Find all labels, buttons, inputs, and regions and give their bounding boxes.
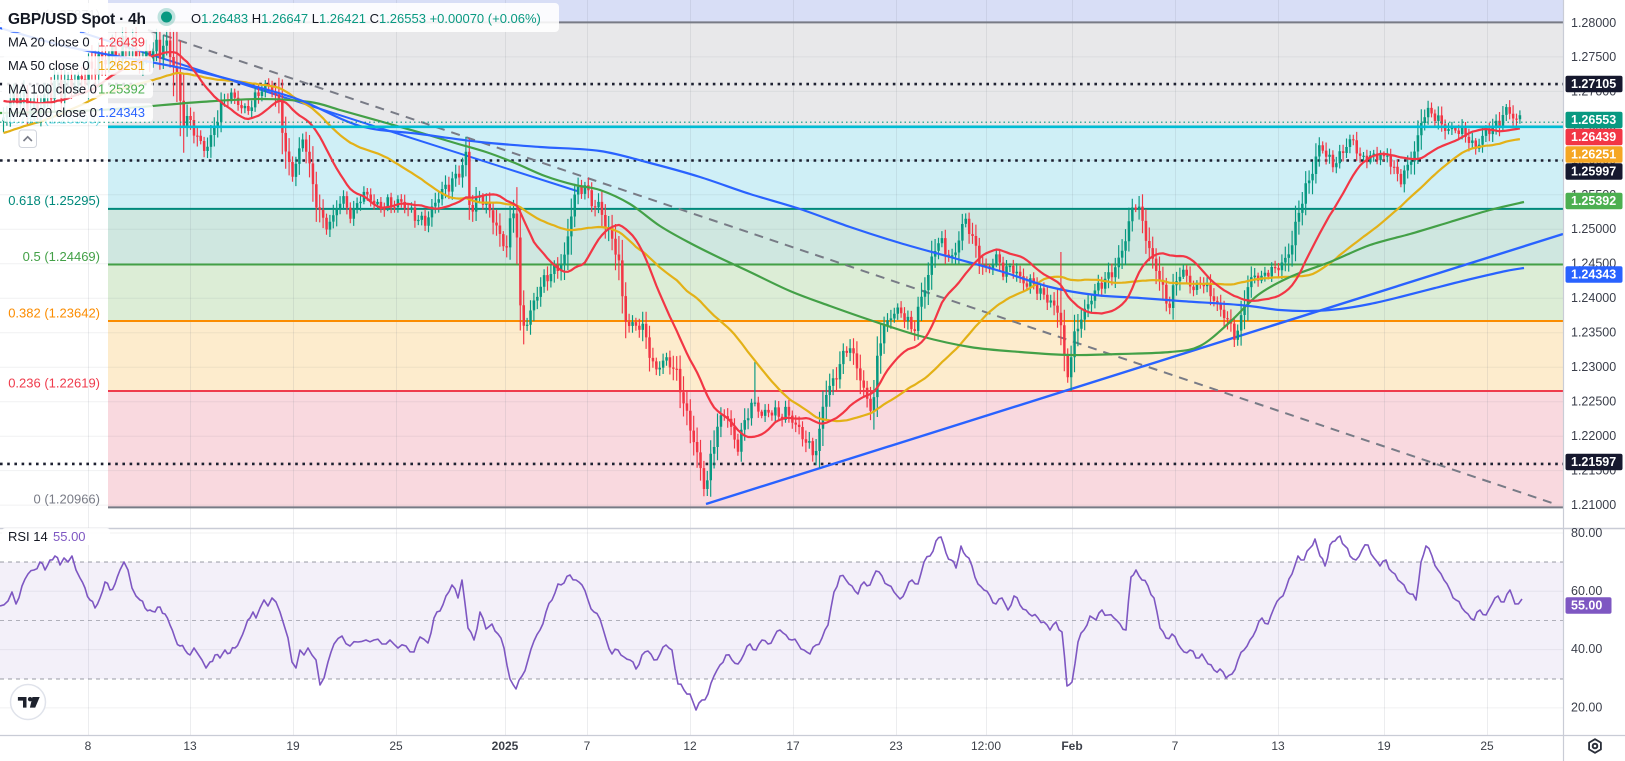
svg-text:1.22500: 1.22500	[1571, 395, 1616, 409]
svg-text:1.27105: 1.27105	[1571, 77, 1616, 91]
svg-text:MA 100 close 0: MA 100 close 0	[8, 82, 97, 97]
svg-text:MA 20 close 0: MA 20 close 0	[8, 35, 90, 50]
svg-text:0.5 (1.24469): 0.5 (1.24469)	[23, 249, 100, 264]
svg-text:25: 25	[389, 739, 403, 753]
svg-text:1.23500: 1.23500	[1571, 326, 1616, 340]
svg-text:55.00: 55.00	[1571, 599, 1602, 613]
svg-text:0.236 (1.22619): 0.236 (1.22619)	[8, 376, 100, 391]
svg-text:O1.26483 H1.26647 L1.26421: O1.26483 H1.26647 L1.26421 C1.26553 +0.0…	[191, 11, 541, 26]
svg-text:12: 12	[683, 739, 697, 753]
svg-text:RSI 14: RSI 14	[8, 529, 48, 544]
svg-text:1.24000: 1.24000	[1571, 291, 1616, 305]
svg-text:MA 50 close 0: MA 50 close 0	[8, 58, 90, 73]
svg-text:17: 17	[786, 739, 800, 753]
svg-text:1.26439: 1.26439	[1571, 130, 1616, 144]
svg-text:1.28000: 1.28000	[1571, 16, 1616, 30]
svg-text:1.25392: 1.25392	[98, 82, 145, 97]
svg-text:GBP/USD Spot · 4h: GBP/USD Spot · 4h	[8, 11, 146, 28]
svg-text:1.26553: 1.26553	[1571, 113, 1616, 127]
svg-text:23: 23	[889, 739, 903, 753]
svg-text:1.22000: 1.22000	[1571, 429, 1616, 443]
svg-text:1.23000: 1.23000	[1571, 360, 1616, 374]
svg-text:1.26439: 1.26439	[98, 35, 145, 50]
svg-text:20.00: 20.00	[1571, 701, 1602, 715]
svg-text:60.00: 60.00	[1571, 584, 1602, 598]
svg-text:1.25997: 1.25997	[1571, 165, 1616, 179]
svg-text:1.26251: 1.26251	[1571, 148, 1616, 162]
svg-text:1.21000: 1.21000	[1571, 498, 1616, 512]
svg-text:2025: 2025	[492, 739, 519, 753]
svg-text:1.26251: 1.26251	[98, 58, 145, 73]
svg-text:1.24343: 1.24343	[98, 105, 145, 120]
svg-text:Feb: Feb	[1061, 739, 1082, 753]
svg-text:19: 19	[1377, 739, 1391, 753]
svg-text:7: 7	[1172, 739, 1179, 753]
svg-text:25: 25	[1480, 739, 1494, 753]
svg-text:0.618 (1.25295): 0.618 (1.25295)	[8, 193, 100, 208]
svg-text:55.00: 55.00	[53, 529, 86, 544]
svg-text:1.24343: 1.24343	[1571, 268, 1616, 282]
svg-text:13: 13	[1271, 739, 1285, 753]
svg-text:13: 13	[183, 739, 197, 753]
svg-text:80.00: 80.00	[1571, 526, 1602, 540]
svg-text:40.00: 40.00	[1571, 642, 1602, 656]
svg-text:0.382 (1.23642): 0.382 (1.23642)	[8, 306, 100, 321]
svg-text:0 (1.20966): 0 (1.20966)	[34, 492, 101, 507]
svg-text:8: 8	[85, 739, 92, 753]
svg-text:1.27500: 1.27500	[1571, 50, 1616, 64]
svg-text:7: 7	[584, 739, 591, 753]
svg-text:19: 19	[286, 739, 300, 753]
svg-text:1.25392: 1.25392	[1571, 194, 1616, 208]
svg-text:MA 200 close 0: MA 200 close 0	[8, 105, 97, 120]
svg-text:1.25000: 1.25000	[1571, 222, 1616, 236]
svg-text:12:00: 12:00	[971, 739, 1001, 753]
svg-text:1.21597: 1.21597	[1571, 455, 1616, 469]
